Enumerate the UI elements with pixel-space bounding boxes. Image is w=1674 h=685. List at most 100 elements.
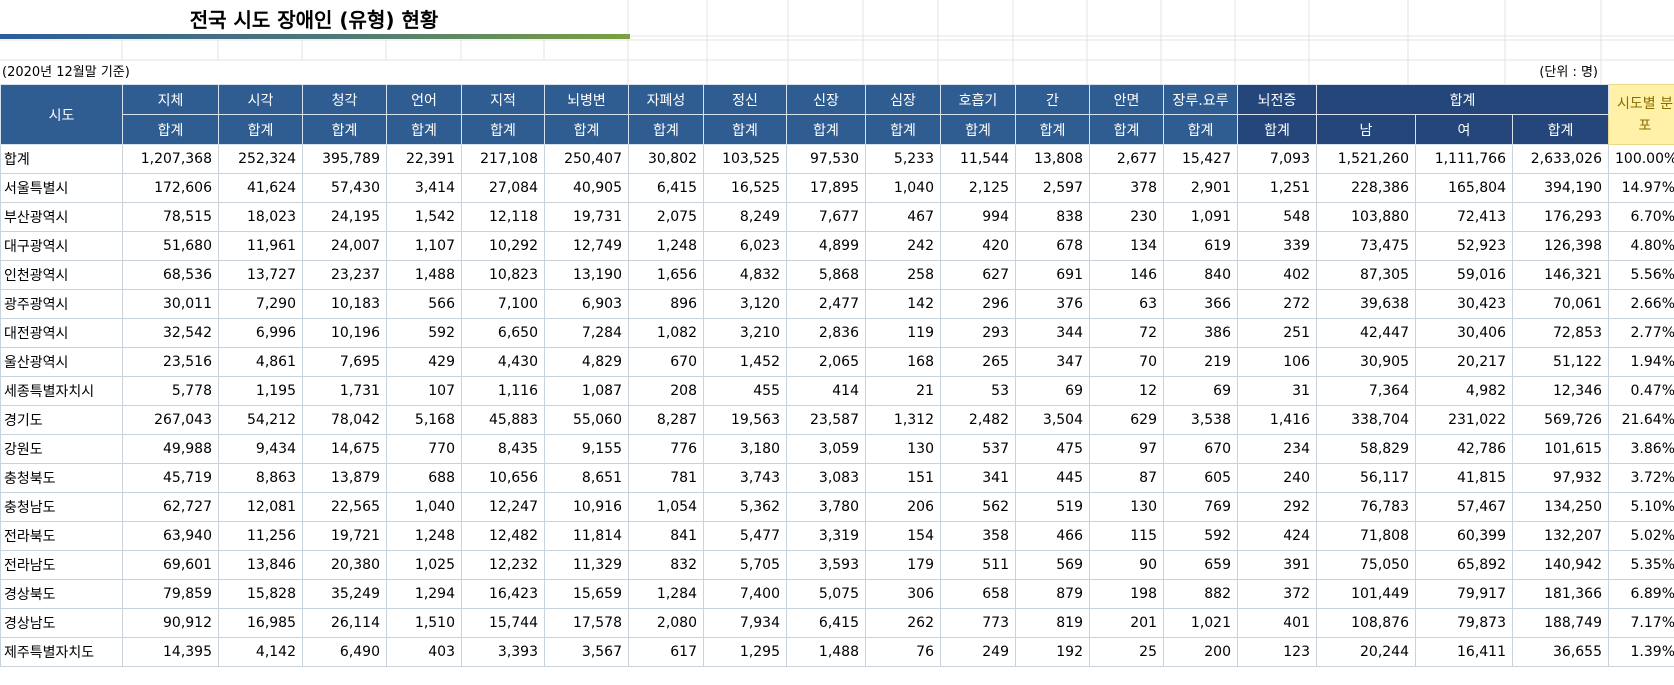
region-name: 경상남도 — [0, 608, 123, 638]
cell-value: 1,295 — [703, 637, 787, 667]
cell-value: 838 — [1015, 202, 1090, 232]
cell-value: 386 — [1163, 318, 1238, 348]
cell-value: 87,305 — [1316, 260, 1416, 290]
subheader-total: 합계 — [461, 114, 545, 145]
cell-value: 15,659 — [544, 579, 629, 609]
table-row: 전라남도 69,601 13,846 20,380 1,025 12,232 11,329 8… — [0, 550, 1674, 580]
cell-value: 1,488 — [786, 637, 866, 667]
region-name: 충청북도 — [0, 463, 123, 493]
header-category: 지체 — [122, 84, 219, 115]
cell-value: 879 — [1015, 579, 1090, 609]
cell-value: 429 — [386, 347, 462, 377]
subheader-total: 합계 — [703, 114, 787, 145]
cell-value: 18,023 — [218, 202, 303, 232]
cell-value: 6.70% — [1608, 202, 1674, 232]
cell-value: 1,248 — [628, 231, 704, 261]
cell-value: 3,593 — [786, 550, 866, 580]
cell-value: 242 — [865, 231, 941, 261]
cell-value: 71,808 — [1316, 521, 1416, 551]
cell-value: 1,251 — [1237, 173, 1317, 203]
cell-value: 1,294 — [386, 579, 462, 609]
cell-value: 2,125 — [940, 173, 1016, 203]
cell-value: 72,413 — [1415, 202, 1513, 232]
cell-value: 475 — [1015, 434, 1090, 464]
cell-value: 403 — [386, 637, 462, 667]
cell-value: 7,677 — [786, 202, 866, 232]
table-row: 합계 1,207,368 252,324 395,789 22,391 217,108 25… — [0, 144, 1674, 174]
cell-value: 1,082 — [628, 318, 704, 348]
header-category: 뇌병변 — [544, 84, 629, 115]
cell-value: 76,783 — [1316, 492, 1416, 522]
header-category: 자폐성 — [628, 84, 704, 115]
cell-value: 3,780 — [786, 492, 866, 522]
header-category: 청각 — [302, 84, 387, 115]
header-total-group: 합계 — [1316, 84, 1609, 115]
cell-value: 13,808 — [1015, 144, 1090, 174]
cell-value: 6.89% — [1608, 579, 1674, 609]
cell-value: 72 — [1089, 318, 1164, 348]
cell-value: 3,120 — [703, 289, 787, 319]
cell-value: 19,563 — [703, 405, 787, 435]
cell-value: 234 — [1237, 434, 1317, 464]
cell-value: 42,786 — [1415, 434, 1513, 464]
cell-value: 26,114 — [302, 608, 387, 638]
cell-value: 201 — [1089, 608, 1164, 638]
cell-value: 376 — [1015, 289, 1090, 319]
cell-value: 23,237 — [302, 260, 387, 290]
cell-value: 2,597 — [1015, 173, 1090, 203]
cell-value: 592 — [386, 318, 462, 348]
region-name: 충청남도 — [0, 492, 123, 522]
cell-value: 200 — [1163, 637, 1238, 667]
region-name: 강원도 — [0, 434, 123, 464]
cell-value: 8,287 — [628, 405, 704, 435]
cell-value: 51,122 — [1512, 347, 1609, 377]
region-name: 전라남도 — [0, 550, 123, 580]
cell-value: 3.86% — [1608, 434, 1674, 464]
cell-value: 1,416 — [1237, 405, 1317, 435]
cell-value: 146,321 — [1512, 260, 1609, 290]
cell-value: 670 — [1163, 434, 1238, 464]
unit-note: (단위 : 명) — [1539, 65, 1598, 80]
cell-value: 4,829 — [544, 347, 629, 377]
cell-value: 63,940 — [122, 521, 219, 551]
cell-value: 17,895 — [786, 173, 866, 203]
header-category: 심장 — [865, 84, 941, 115]
region-name: 합계 — [0, 144, 123, 174]
cell-value: 372 — [1237, 579, 1317, 609]
cell-value: 56,117 — [1316, 463, 1416, 493]
cell-value: 219 — [1163, 347, 1238, 377]
cell-value: 5.35% — [1608, 550, 1674, 580]
cell-value: 1,111,766 — [1415, 144, 1513, 174]
cell-value: 30,406 — [1415, 318, 1513, 348]
cell-value: 4,832 — [703, 260, 787, 290]
cell-value: 119 — [865, 318, 941, 348]
cell-value: 7,364 — [1316, 376, 1416, 406]
cell-value: 249 — [940, 637, 1016, 667]
cell-value: 23,516 — [122, 347, 219, 377]
cell-value: 4,982 — [1415, 376, 1513, 406]
cell-value: 569 — [1015, 550, 1090, 580]
cell-value: 252,324 — [218, 144, 303, 174]
cell-value: 5,705 — [703, 550, 787, 580]
cell-value: 103,880 — [1316, 202, 1416, 232]
cell-value: 2,482 — [940, 405, 1016, 435]
cell-value: 3,059 — [786, 434, 866, 464]
cell-value: 79,859 — [122, 579, 219, 609]
cell-value: 16,423 — [461, 579, 545, 609]
cell-value: 619 — [1163, 231, 1238, 261]
cell-value: 467 — [865, 202, 941, 232]
cell-value: 1,195 — [218, 376, 303, 406]
cell-value: 769 — [1163, 492, 1238, 522]
cell-value: 69 — [1163, 376, 1238, 406]
cell-value: 420 — [940, 231, 1016, 261]
cell-value: 11,256 — [218, 521, 303, 551]
cell-value: 250,407 — [544, 144, 629, 174]
cell-value: 32,542 — [122, 318, 219, 348]
cell-value: 6,023 — [703, 231, 787, 261]
cell-value: 292 — [1237, 492, 1317, 522]
cell-value: 30,423 — [1415, 289, 1513, 319]
cell-value: 19,721 — [302, 521, 387, 551]
cell-value: 378 — [1089, 173, 1164, 203]
cell-value: 230 — [1089, 202, 1164, 232]
cell-value: 272 — [1237, 289, 1317, 319]
